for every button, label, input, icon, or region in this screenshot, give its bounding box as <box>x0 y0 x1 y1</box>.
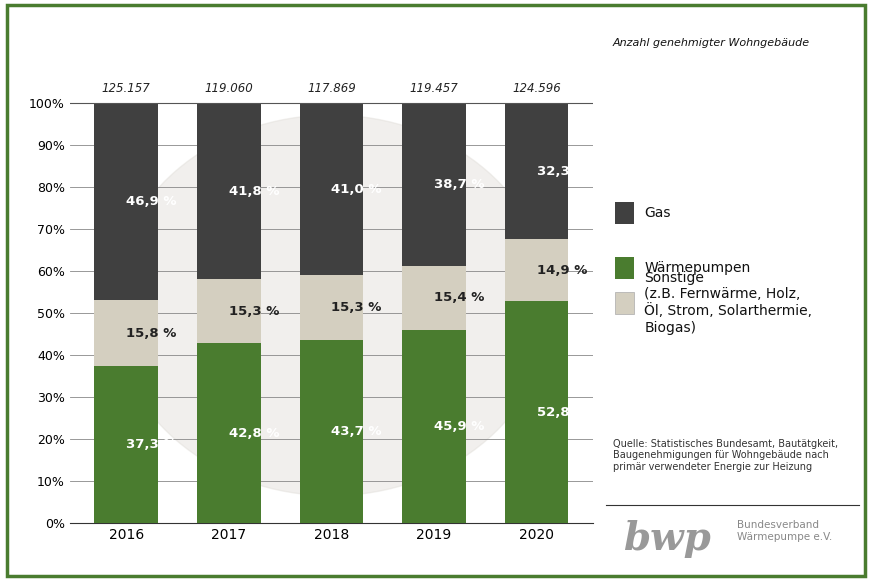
Text: 42,8 %: 42,8 % <box>228 426 279 440</box>
Bar <box>197 279 261 343</box>
Text: 15,3 %: 15,3 % <box>331 301 382 314</box>
Text: 15,8 %: 15,8 % <box>126 327 176 340</box>
Text: 43,7 %: 43,7 % <box>331 425 382 437</box>
Text: Sonstige
(z.B. Fernwärme, Holz,
Öl, Strom, Solarthermie,
Biogas): Sonstige (z.B. Fernwärme, Holz, Öl, Stro… <box>644 271 813 335</box>
Bar <box>402 266 466 330</box>
Bar <box>505 239 569 302</box>
Text: 41,0 %: 41,0 % <box>331 183 382 196</box>
Text: 119.457: 119.457 <box>410 82 459 95</box>
Bar <box>505 103 569 239</box>
Bar <box>94 300 158 367</box>
Bar <box>300 275 363 339</box>
Text: bwp: bwp <box>623 520 712 558</box>
Text: 14,9 %: 14,9 % <box>536 264 587 277</box>
Text: 45,9 %: 45,9 % <box>434 420 484 433</box>
Text: 124.596: 124.596 <box>512 82 561 95</box>
Text: Wärmepumpen: Wärmepumpen <box>644 261 751 275</box>
Text: 46,9 %: 46,9 % <box>126 195 177 208</box>
Text: 125.157: 125.157 <box>102 82 151 95</box>
Text: 38,7 %: 38,7 % <box>434 178 485 191</box>
Text: Quelle: Statistisches Bundesamt, Bautätgkeit,
Baugenehmigungen für Wohngebäude n: Quelle: Statistisches Bundesamt, Bautätg… <box>613 439 838 472</box>
Text: 52,8 %: 52,8 % <box>536 406 587 419</box>
Circle shape <box>112 115 551 496</box>
Text: 15,3 %: 15,3 % <box>228 304 279 318</box>
Text: 41,8 %: 41,8 % <box>228 185 279 198</box>
Bar <box>402 330 466 523</box>
Text: 119.060: 119.060 <box>204 82 253 95</box>
Bar <box>197 343 261 523</box>
Bar <box>197 104 261 279</box>
Text: 117.869: 117.869 <box>307 82 356 95</box>
Text: 37,3 %: 37,3 % <box>126 438 177 451</box>
Bar <box>300 339 363 523</box>
Text: Gas: Gas <box>644 206 671 220</box>
Bar <box>505 302 569 523</box>
Text: Anzahl genehmigter Wohngebäude: Anzahl genehmigter Wohngebäude <box>613 38 810 48</box>
Bar <box>300 103 363 275</box>
Text: 32,3 %: 32,3 % <box>536 164 587 178</box>
Text: Bundesverband
Wärmepumpe e.V.: Bundesverband Wärmepumpe e.V. <box>737 520 832 541</box>
Bar <box>94 367 158 523</box>
Bar <box>94 103 158 300</box>
Bar <box>402 103 466 266</box>
Text: 15,4 %: 15,4 % <box>434 292 484 304</box>
